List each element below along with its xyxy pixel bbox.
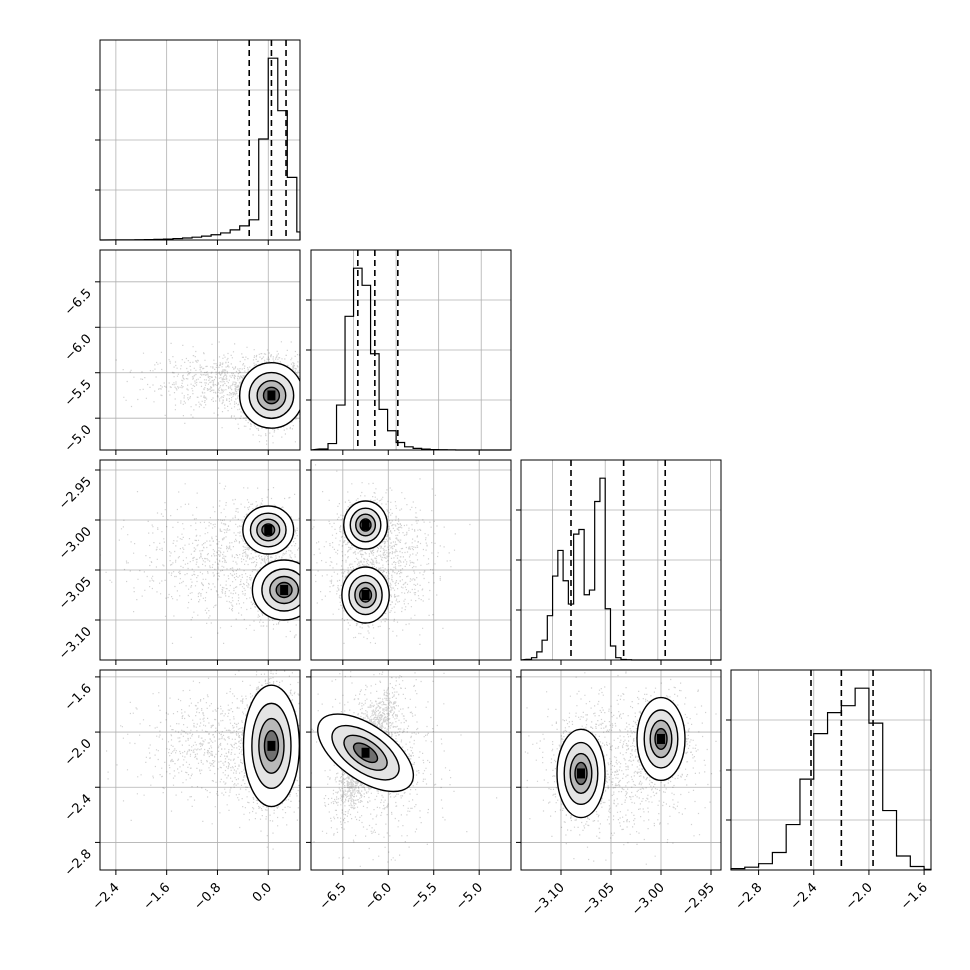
scatter-frame-5 [520,669,722,871]
ytick-label-3-1: −2.0 [62,736,95,769]
xtick-label-0-0: −2.4 [90,880,123,913]
ytick-label-3-2: −2.4 [62,791,95,824]
xtick-label-0-3: 0.0 [250,880,275,905]
hist-step-3 [730,687,932,870]
density-peak-4-0 [361,747,370,758]
ytick-label-2-1: −3.00 [56,524,95,563]
scatter-panel-bg-5 [521,670,721,870]
ytick-label-2-2: −3.05 [56,574,95,613]
density-peak-2-0 [267,740,276,751]
scatter-group-2 [106,670,300,850]
xtick-label-2-0: −3.10 [529,880,568,919]
ytick-label-3-0: −1.6 [62,681,95,714]
xtick-label-1-0: −6.5 [317,880,350,913]
scatter-frame-4 [310,669,512,871]
xtick-label-0-1: −1.6 [141,880,174,913]
xtick-label-2-1: −3.05 [579,880,618,919]
xtick-label-3-3: −1.6 [898,880,931,913]
xtick-label-0-2: −0.8 [191,880,224,913]
ytick-label-2-0: −2.95 [56,474,95,513]
scatter-frame-1 [99,459,301,661]
ytick-label-3-3: −2.8 [62,847,95,880]
scatter-group-1 [100,482,300,644]
ytick-label-1-1: −6.0 [62,331,95,364]
density-peak-3-1 [361,590,370,600]
density-peak-0-0 [267,390,276,401]
data-marks [99,40,932,870]
density-peak-1-1 [280,585,289,595]
xtick-label-2-2: −3.00 [629,880,668,919]
scatter-frame-3 [310,459,512,661]
ytick-label-1-3: −5.0 [62,422,95,455]
xtick-label-3-0: −2.8 [732,880,765,913]
scatter-group-0 [115,341,300,445]
scatter-points-0 [115,341,300,445]
density-peak-5-1 [657,733,665,744]
scatter-group-4 [311,670,498,867]
scatter-panel-bg-1 [100,460,300,660]
xtick-label-1-2: −5.5 [408,880,441,913]
ytick-label-1-0: −6.5 [62,286,95,319]
xtick-label-3-1: −2.4 [788,880,821,913]
scatter-panel-bg-3 [311,460,511,660]
ytick-label-2-3: −3.10 [56,624,95,663]
grid-lines [100,40,931,870]
ytick-label-1-2: −5.5 [62,377,95,410]
density-peak-5-0 [577,768,585,779]
xtick-label-3-2: −2.0 [843,880,876,913]
scatter-frame-0 [99,249,301,451]
density-peak-3-0 [361,520,370,530]
xtick-label-2-3: −2.95 [679,880,718,919]
scatter-group-5 [524,671,721,865]
xtick-label-1-1: −6.0 [362,880,395,913]
xtick-label-1-3: −5.0 [453,880,486,913]
density-peak-1-0 [264,525,273,535]
scatter-group-3 [312,464,471,645]
scatter-frame-2 [99,669,301,871]
panel-backgrounds [100,40,931,870]
